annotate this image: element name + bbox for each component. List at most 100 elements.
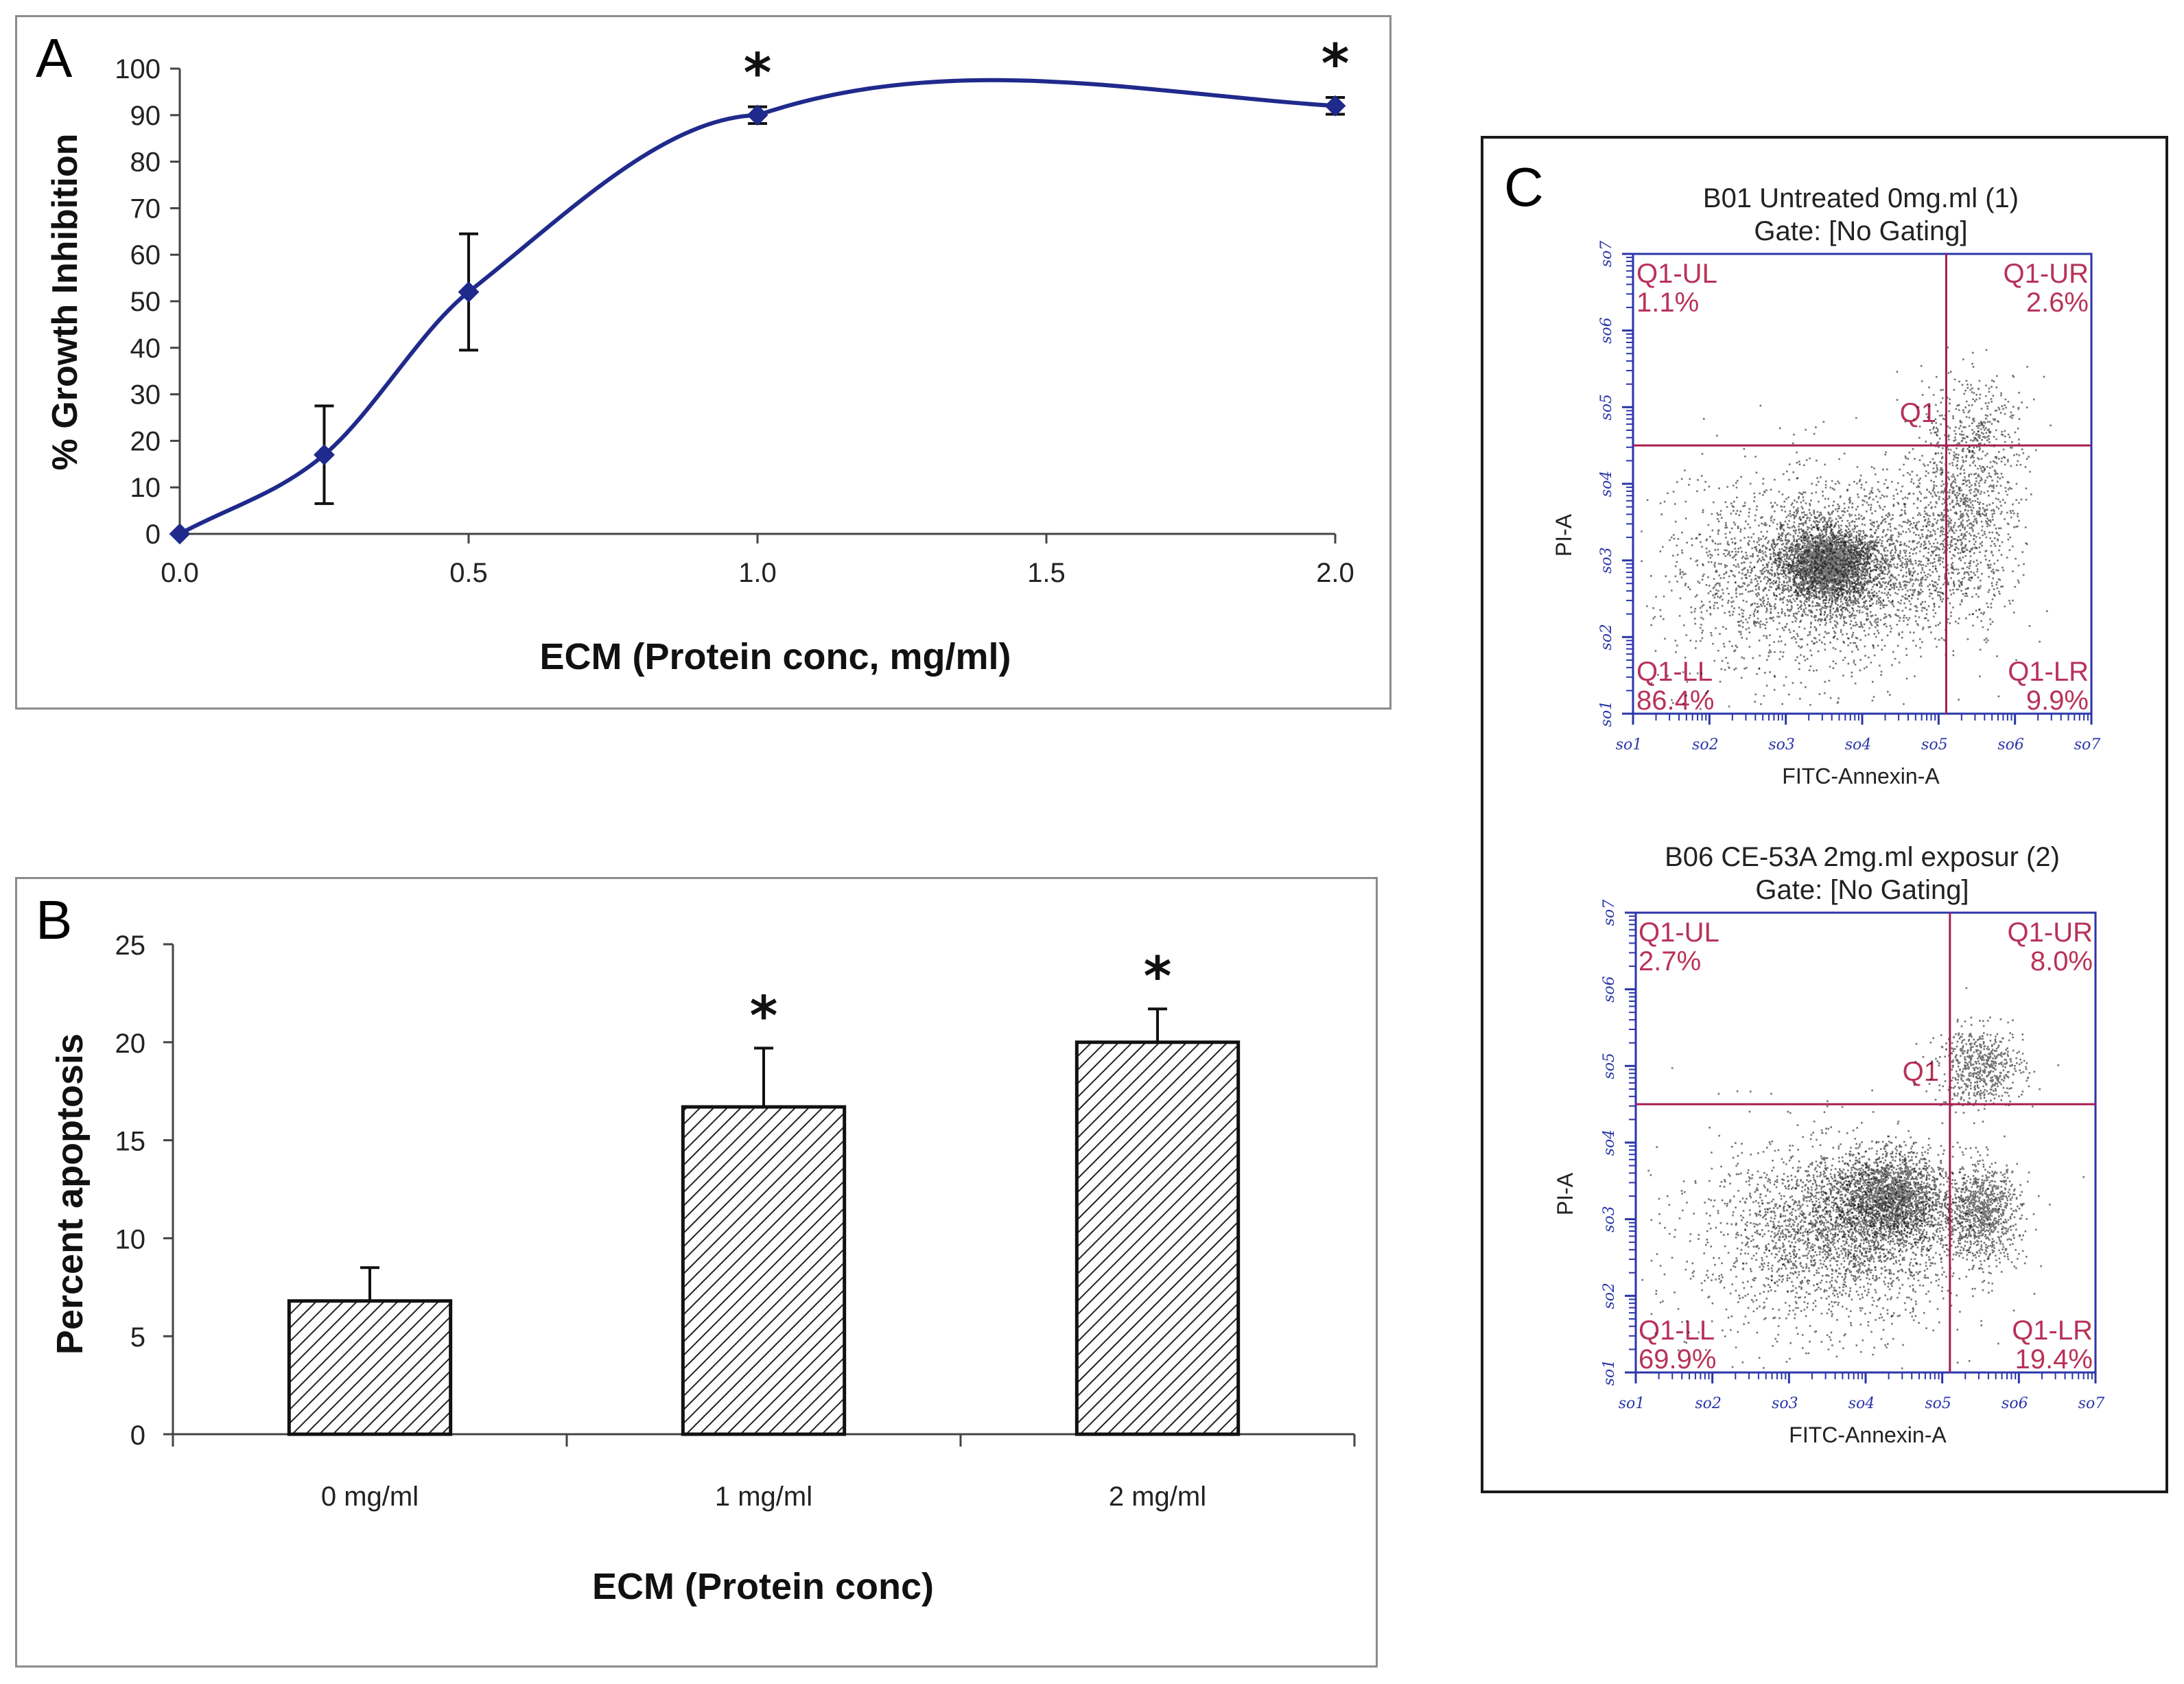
flow-plot-1-y-tick-label: so4 — [1598, 471, 1615, 498]
flow-plot-1-y-tick-label: so2 — [1598, 624, 1615, 651]
panel-b-category-label: 2 mg/ml — [1109, 1482, 1206, 1512]
flow-plot-1-x-tick-label: so2 — [1692, 736, 1719, 753]
flow-plot-1-x-tick-label: so5 — [1921, 736, 1948, 753]
panel-a-letter: A — [36, 27, 73, 89]
flow-plot-1-x-tick-label: so7 — [2074, 736, 2101, 753]
flow-plot-1-gate: Gate: [No Gating] — [1754, 216, 1967, 246]
flow-plot-2-frame — [1634, 911, 2097, 1374]
panel-a-y-tick-label: 40 — [130, 334, 161, 364]
flow-plot-1-ll-value: 86.4% — [1636, 686, 1714, 716]
panel-c-letter: C — [1504, 156, 1544, 218]
flow-plot-1-ur-label: Q1-UR — [2004, 259, 2089, 289]
flow-plot-2-x-tick-label: so6 — [2001, 1395, 2028, 1412]
flow-plot-2-ul-label: Q1-UL — [1639, 917, 1719, 948]
flow-plot-1-title: B01 Untreated 0mg.ml (1) — [1703, 183, 2019, 213]
panel-b-y-tick-label: 20 — [115, 1029, 146, 1059]
flow-plot-2-x-tick-label: so7 — [2078, 1395, 2105, 1412]
panel-b-y-tick-label: 25 — [115, 931, 146, 961]
flow-plot-2-lr-label: Q1-LR — [2012, 1315, 2093, 1346]
panel-a-xlabel: ECM (Protein conc, mg/ml) — [539, 636, 1011, 677]
panel-c-frame — [1481, 136, 2168, 1493]
panel-b-letter: B — [36, 889, 72, 950]
flow-plot-2-x-tick-label: so3 — [1772, 1395, 1798, 1412]
flow-plot-1-ll-label: Q1-LL — [1636, 657, 1713, 687]
flow-plot-2-event-cluster — [1656, 1089, 2042, 1348]
panel-b-significance-star: * — [750, 985, 778, 1047]
panel-b-xlabel: ECM (Protein conc) — [592, 1566, 934, 1607]
panel-a-x-tick-label: 2.0 — [1316, 558, 1354, 588]
panel-b-y-tick-label: 0 — [130, 1420, 145, 1451]
panel-a-x-tick-label: 0.0 — [161, 558, 199, 588]
flow-plot-2-y-tick-label: so3 — [1601, 1206, 1618, 1232]
flow-plot-2-x-tick-label: so5 — [1925, 1395, 1951, 1412]
flow-plot-1-lr-label: Q1-LR — [2008, 657, 2089, 687]
panel-a-significance-star: * — [744, 43, 772, 105]
flow-plot-1-ylabel: PI-A — [1551, 513, 1576, 557]
flow-plot-2-title: B06 CE-53A 2mg.ml exposur (2) — [1665, 842, 2060, 872]
panel-a-frame — [15, 15, 1392, 710]
flow-plot-2-y-tick-label: so5 — [1601, 1053, 1618, 1079]
flow-plot-1-event-cluster — [1893, 386, 2032, 657]
panel-b-bar — [1075, 1040, 1241, 1436]
panel-a-x-tick-label: 0.5 — [449, 558, 488, 588]
panel-b-y-tick-label: 15 — [115, 1127, 146, 1157]
flow-plot-2-ylabel: PI-A — [1553, 1172, 1577, 1215]
panel-b-category-label: 0 mg/ml — [321, 1482, 419, 1512]
panel-a-data-point — [1324, 95, 1346, 117]
panel-a-data-point — [747, 104, 768, 126]
flow-plot-1-lr-value: 9.9% — [2026, 686, 2089, 716]
flow-plot-2-y-tick-label: so1 — [1601, 1359, 1618, 1386]
flow-plot-2-x-tick-label: so1 — [1619, 1395, 1645, 1412]
panel-b-significance-star: * — [1144, 946, 1172, 1008]
flow-plot-1-gate-label: Q1 — [1900, 398, 1936, 428]
flow-plot-1-ul-value: 1.1% — [1636, 288, 1699, 318]
flow-plot-1-y-tick-label: so5 — [1598, 394, 1615, 421]
flow-plot-2-gate: Gate: [No Gating] — [1755, 875, 1969, 905]
flow-plot-2-ul-value: 2.7% — [1639, 946, 1701, 977]
panel-a-data-point — [314, 444, 335, 466]
flow-plot-1-x-tick-label: so3 — [1768, 736, 1795, 753]
flow-plot-1-y-tick-label: so7 — [1598, 241, 1615, 268]
flow-plot-1-y-tick-label: so6 — [1598, 317, 1615, 344]
flow-plot-1-y-tick-label: so3 — [1598, 547, 1615, 574]
panel-a-series-line — [178, 78, 1336, 536]
panel-a-data-point — [458, 281, 480, 303]
panel-a-y-tick-label: 80 — [130, 148, 161, 178]
flow-plot-1-xlabel: FITC-Annexin-A — [1782, 764, 1940, 788]
panel-a-y-tick-label: 90 — [130, 101, 161, 131]
flow-plot-2-events — [1641, 987, 2085, 1370]
flow-plot-1-ur-value: 2.6% — [2026, 288, 2089, 318]
flow-plot-2-lr-value: 19.4% — [2015, 1344, 2093, 1375]
flow-plot-1-x-tick-label: so6 — [1997, 736, 2024, 753]
panel-a-y-tick-label: 10 — [130, 473, 161, 503]
panel-a-x-tick-label: 1.0 — [738, 558, 777, 588]
flow-plot-1-frame — [1632, 253, 2093, 715]
panel-b-ylabel: Percent apoptosis — [49, 1033, 91, 1355]
panel-a-y-tick-label: 50 — [130, 287, 161, 317]
flow-plot-1-event-cluster — [1896, 347, 2052, 515]
flow-plot-2-ll-label: Q1-LL — [1639, 1315, 1715, 1346]
panel-b-y-tick-label: 10 — [115, 1224, 146, 1254]
panel-a-y-tick-label: 70 — [130, 194, 161, 224]
panel-b-bar — [287, 1299, 453, 1436]
panel-b-category-label: 1 mg/ml — [715, 1482, 812, 1512]
panel-a-y-tick-label: 60 — [130, 240, 161, 270]
flow-plot-1-events — [1641, 347, 2052, 710]
flow-plot-2-gate-label: Q1 — [1903, 1057, 1939, 1087]
flow-plot-2-x-tick-label: so4 — [1848, 1395, 1875, 1412]
panel-b-y-tick-label: 5 — [130, 1322, 145, 1353]
flow-plot-2-ur-label: Q1-UR — [2008, 917, 2093, 948]
flow-plot-2-x-tick-label: so2 — [1695, 1395, 1722, 1412]
flow-plot-2-y-tick-label: so6 — [1601, 976, 1618, 1003]
flow-plot-2-xlabel: FITC-Annexin-A — [1789, 1423, 1947, 1447]
flow-plot-1-y-tick-label: so1 — [1598, 701, 1615, 727]
flow-plot-2-y-tick-label: so7 — [1601, 900, 1618, 926]
panel-a-x-tick-label: 1.5 — [1027, 558, 1066, 588]
flow-plot-2-y-tick-label: so2 — [1601, 1283, 1618, 1309]
panel-b-bar — [681, 1105, 847, 1436]
flow-plot-1-x-tick-label: so4 — [1845, 736, 1872, 753]
flow-plot-2-y-tick-label: so4 — [1601, 1130, 1618, 1156]
